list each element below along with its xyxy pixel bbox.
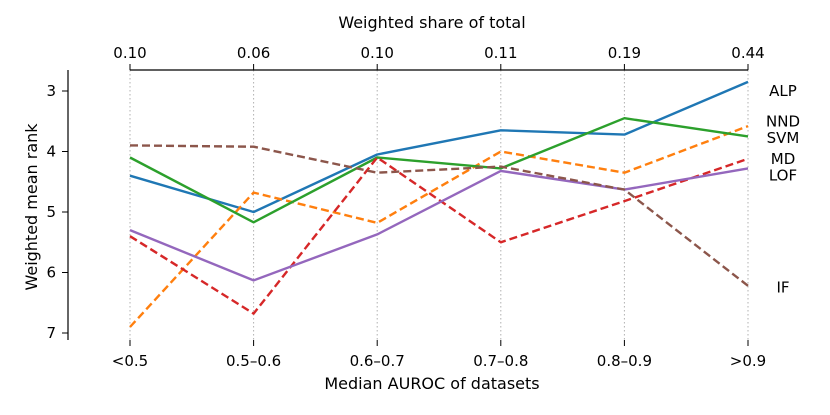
series-label-lof: LOF: [769, 167, 797, 185]
series-line-alp: [129, 80, 749, 214]
axes: [67, 69, 748, 340]
series-line-svm: [129, 116, 749, 224]
series-label-nnd: NND: [766, 112, 800, 130]
x-axis-title: Median AUROC of datasets: [324, 374, 539, 393]
series-line-md: [129, 156, 749, 315]
top-tick-label: 0.11: [484, 44, 517, 62]
top-tick-label: 0.19: [608, 44, 641, 62]
series-label-alp: ALP: [769, 82, 797, 100]
x-tick-label: 0.5–0.6: [226, 352, 281, 370]
series-lines: [129, 80, 749, 328]
y-tick-label: 6: [46, 264, 56, 282]
y-tick-label: 3: [46, 82, 56, 100]
top-tick-label: 0.44: [731, 44, 764, 62]
top-x-axis-ticks: 0.10 0.06 0.10 0.11 0.19 0.44: [113, 44, 765, 70]
series-line-nnd: [129, 124, 749, 328]
bottom-x-axis-ticks: <0.5 0.5–0.6 0.6–0.7 0.7–0.8 0.8–0.9 >0.9: [112, 340, 766, 370]
x-tick-label: 0.8–0.9: [597, 352, 652, 370]
series-label-if: IF: [776, 279, 789, 297]
y-tick-label: 5: [46, 203, 56, 221]
x-tick-label: 0.6–0.7: [350, 352, 405, 370]
x-tick-label: 0.7–0.8: [473, 352, 528, 370]
series-label-md: MD: [771, 150, 796, 168]
x-tick-label: <0.5: [112, 352, 148, 370]
y-axis-title: Weighted mean rank: [22, 123, 41, 291]
y-axis-ticks: 3 4 5 6 7: [46, 82, 68, 342]
top-tick-label: 0.10: [360, 44, 393, 62]
y-tick-label: 4: [46, 143, 56, 161]
x-tick-label: >0.9: [730, 352, 766, 370]
y-tick-label: 7: [46, 324, 56, 342]
top-x-axis-title: Weighted share of total: [338, 13, 525, 32]
series-label-svm: SVM: [767, 129, 800, 147]
top-tick-label: 0.10: [113, 44, 146, 62]
series-line-if: [129, 144, 749, 287]
vertical-gridlines: [129, 70, 749, 340]
top-tick-label: 0.06: [237, 44, 270, 62]
series-line-lof: [129, 167, 749, 282]
